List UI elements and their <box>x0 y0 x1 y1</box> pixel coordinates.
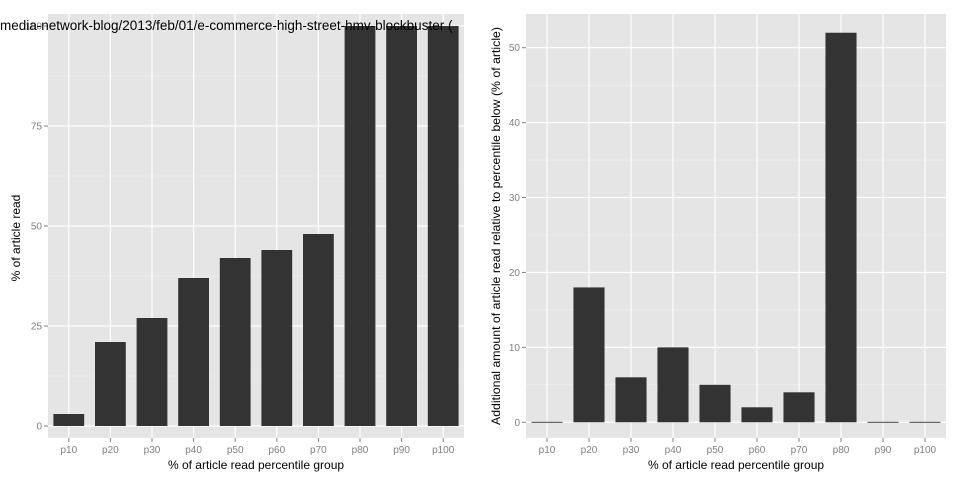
bar-p10 <box>531 421 563 423</box>
y-tick-label: 50 <box>509 43 521 54</box>
right-y-axis: 0 10 20 30 40 50 <box>509 43 526 429</box>
bar-p40 <box>178 278 209 426</box>
bar-p60 <box>741 407 773 423</box>
x-tick-label: p60 <box>749 445 766 456</box>
bar-p100 <box>909 421 941 423</box>
bar-p90 <box>386 26 417 426</box>
right-x-axis: p10 p20 p30 p40 p50 p60 p70 p80 p90 p100 <box>539 438 937 456</box>
bar-p20 <box>95 342 126 426</box>
x-tick-label: p30 <box>623 445 640 456</box>
left-y-axis: 0 25 50 75 100 <box>25 22 48 433</box>
x-tick-label: p90 <box>875 445 892 456</box>
bar-p70 <box>783 392 815 423</box>
right-x-axis-title: % of article read percentile group <box>648 458 824 472</box>
y-tick-label: 40 <box>509 118 521 129</box>
bar-p30 <box>615 377 647 423</box>
left-x-axis-title: % of article read percentile group <box>168 458 344 472</box>
y-tick-label: 10 <box>509 343 521 354</box>
x-tick-label: p10 <box>60 445 77 456</box>
y-tick-label: 30 <box>509 193 521 204</box>
left-y-axis-title: % of article read <box>9 195 23 282</box>
y-tick-label: 50 <box>31 222 43 233</box>
bar-p40 <box>657 347 689 423</box>
x-tick-label: p50 <box>707 445 724 456</box>
y-tick-label: 75 <box>31 122 43 133</box>
bar-p70 <box>303 234 334 426</box>
x-tick-label: p100 <box>432 445 455 456</box>
bar-p50 <box>219 258 251 426</box>
left-bars <box>53 26 459 426</box>
x-tick-label: p40 <box>665 445 682 456</box>
x-tick-label: p20 <box>102 445 119 456</box>
right-bars <box>531 32 941 423</box>
left-x-axis: p10 p20 p30 p40 p50 p60 p70 p80 p90 p100 <box>60 438 455 456</box>
x-tick-label: p10 <box>539 445 556 456</box>
bar-p90 <box>867 421 899 423</box>
x-tick-label: p20 <box>581 445 598 456</box>
x-tick-label: p50 <box>227 445 244 456</box>
x-tick-label: p90 <box>393 445 410 456</box>
x-tick-label: p70 <box>791 445 808 456</box>
bar-p80 <box>344 26 376 426</box>
bar-p30 <box>136 318 168 426</box>
right-y-axis-title: Additional amount of article read relati… <box>489 27 503 425</box>
y-tick-label: 0 <box>514 418 520 429</box>
y-tick-label: 0 <box>36 422 42 433</box>
x-tick-label: p30 <box>144 445 161 456</box>
bar-p60 <box>261 250 293 426</box>
x-tick-label: p80 <box>833 445 850 456</box>
bar-p50 <box>699 384 731 423</box>
y-tick-label: 25 <box>31 322 43 333</box>
left-chart-title: media-network-blog/2013/feb/01/e-commerc… <box>0 18 453 33</box>
y-tick-label: 100 <box>25 22 42 33</box>
bar-p100 <box>427 26 459 426</box>
x-tick-label: p80 <box>352 445 369 456</box>
x-tick-label: p70 <box>310 445 327 456</box>
bar-p80 <box>825 32 857 423</box>
x-tick-label: p100 <box>914 445 937 456</box>
y-tick-label: 20 <box>509 268 521 279</box>
bar-p10 <box>53 414 85 426</box>
bar-p20 <box>573 287 605 423</box>
x-tick-label: p40 <box>185 445 202 456</box>
x-tick-label: p60 <box>268 445 285 456</box>
